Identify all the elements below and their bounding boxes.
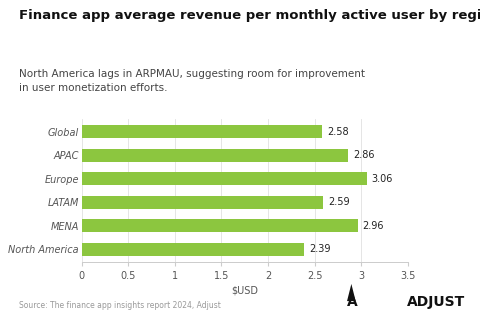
Bar <box>82 149 348 162</box>
Text: 2.58: 2.58 <box>327 127 348 137</box>
Text: North America lags in ARPMAU, suggesting room for improvement
in user monetizati: North America lags in ARPMAU, suggesting… <box>19 69 365 93</box>
Bar <box>82 172 367 185</box>
Bar <box>82 196 323 208</box>
Text: 3.06: 3.06 <box>372 173 393 183</box>
Text: ADJUST: ADJUST <box>408 295 466 309</box>
Text: 2.39: 2.39 <box>309 244 331 254</box>
Text: 2.86: 2.86 <box>353 150 374 160</box>
Text: Finance app average revenue per monthly active user by region in 2023: Finance app average revenue per monthly … <box>19 9 480 22</box>
Bar <box>82 243 304 256</box>
Text: Source: The finance app insights report 2024, Adjust: Source: The finance app insights report … <box>19 301 221 310</box>
Text: 2.59: 2.59 <box>328 197 349 207</box>
X-axis label: $USD: $USD <box>231 285 258 295</box>
Bar <box>82 125 322 138</box>
Text: A: A <box>347 295 357 309</box>
Bar <box>82 219 358 232</box>
Text: 2.96: 2.96 <box>362 221 384 231</box>
